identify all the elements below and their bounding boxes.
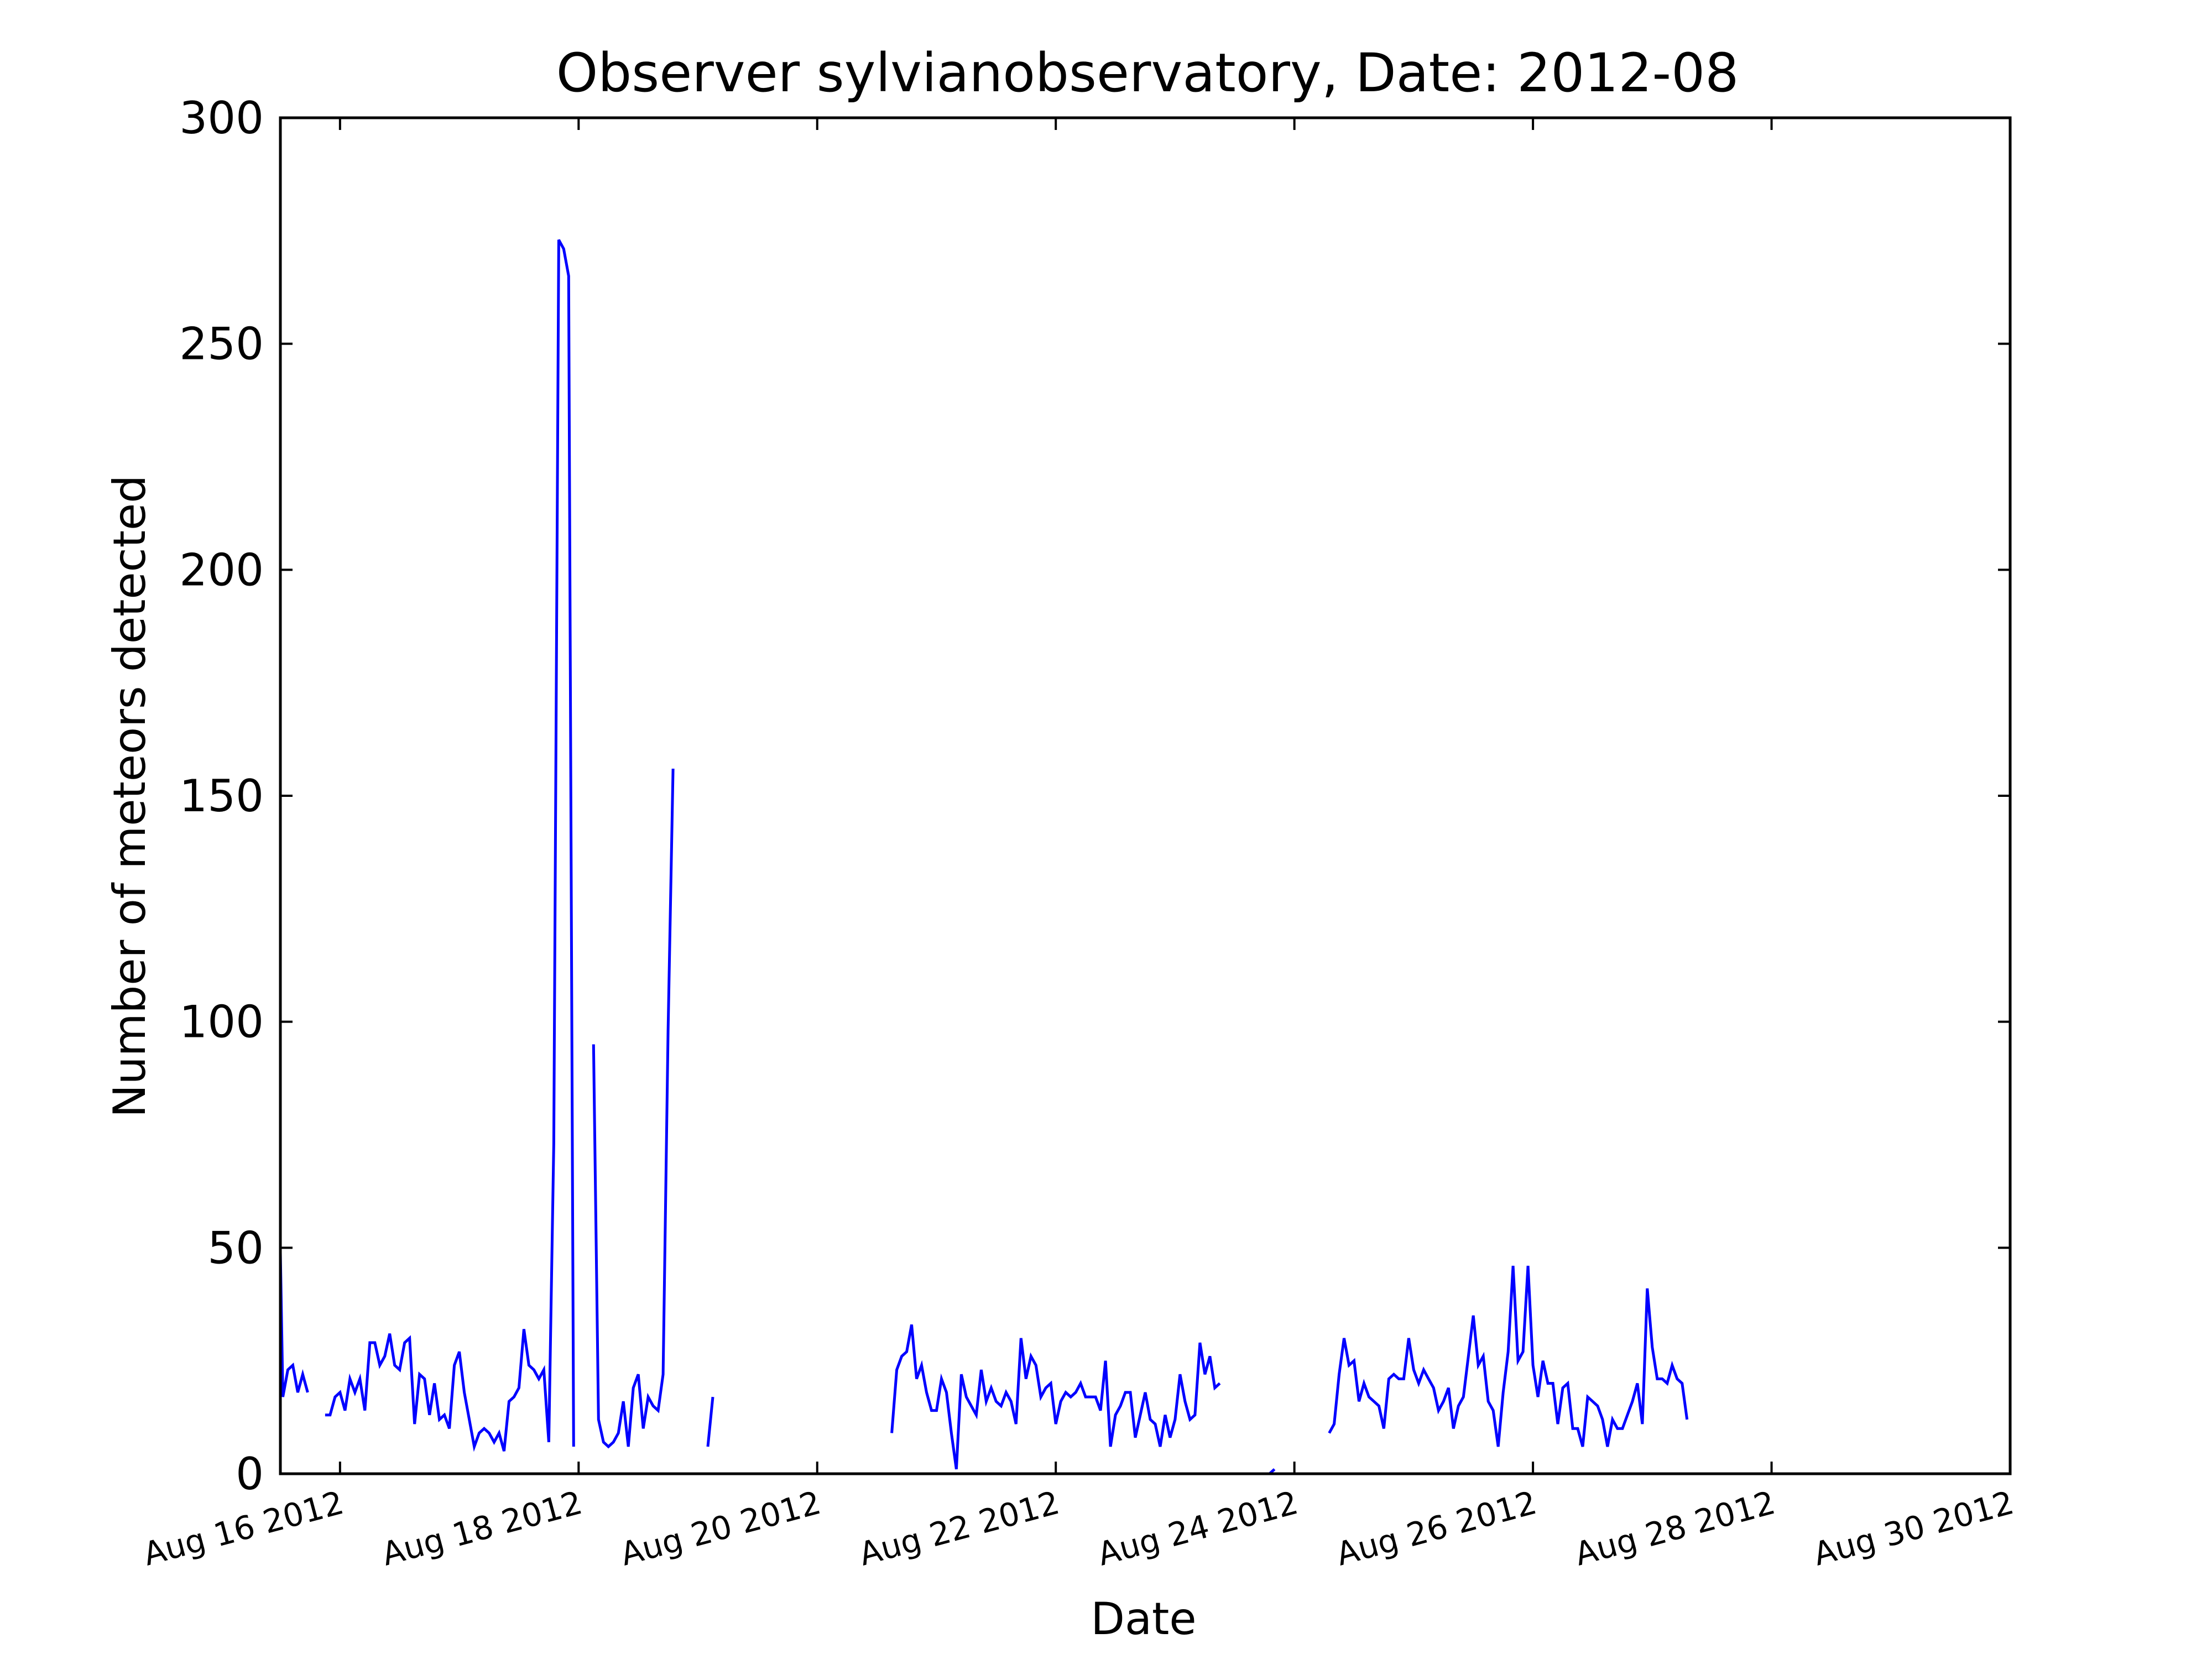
y-tick-label: 50 <box>207 1222 264 1274</box>
y-tick-label: 150 <box>179 770 264 822</box>
y-tick-label: 0 <box>236 1448 264 1500</box>
x-axis-label: Date <box>1091 1593 1196 1645</box>
series-line-segment-1 <box>279 1252 309 1397</box>
y-axis: 0 50 100 150 200 250 300 <box>179 92 2010 1500</box>
series-line-segment-2 <box>325 239 575 1452</box>
series-line-segment-5 <box>890 1324 1221 1470</box>
y-tick-label: 200 <box>179 544 264 596</box>
chart-title: Observer sylvianobservatory, Date: 2012-… <box>556 42 1739 104</box>
series-line-segment-3 <box>592 768 675 1449</box>
series-layer <box>279 239 1689 1475</box>
series-line-segment-4 <box>706 1396 714 1447</box>
y-axis-label: Number of meteors detected <box>104 475 155 1118</box>
y-tick-label: 100 <box>179 997 264 1048</box>
series-line-segment-7 <box>1328 1265 1689 1447</box>
y-tick-label: 250 <box>179 319 264 370</box>
y-tick-label: 300 <box>179 92 264 144</box>
